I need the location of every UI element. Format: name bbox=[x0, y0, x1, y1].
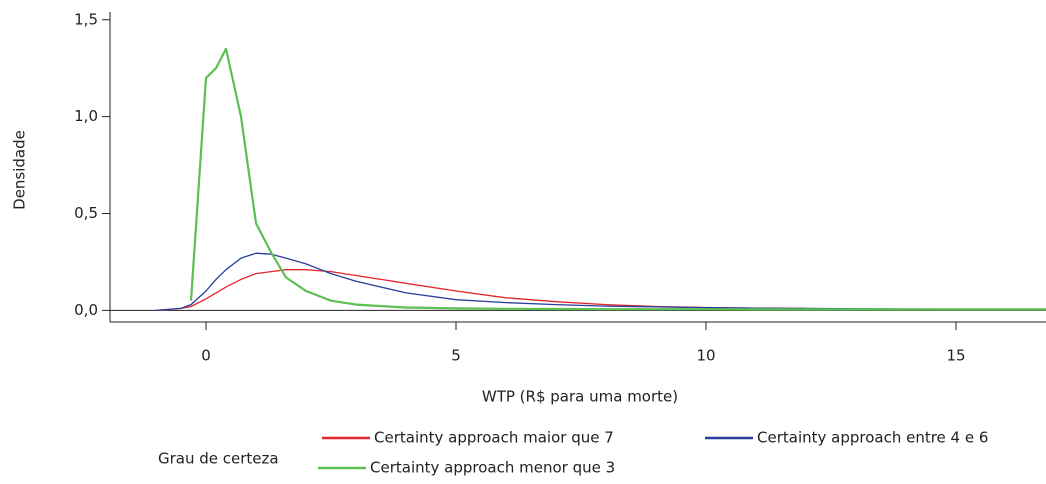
series-line bbox=[155, 252, 957, 312]
legend-label: Certainty approach maior que 7 bbox=[374, 429, 614, 447]
y-tick-label: 0,0 bbox=[74, 301, 98, 319]
legend-label: Certainty approach entre 4 e 6 bbox=[757, 429, 988, 447]
x-tick-label: 10 bbox=[696, 347, 715, 365]
y-axis-label: Densidade bbox=[11, 130, 29, 210]
series-line bbox=[189, 47, 1046, 311]
legend-title: Grau de certeza bbox=[158, 450, 279, 468]
y-tick-label: 0,5 bbox=[74, 204, 98, 222]
x-axis-label: WTP (R$ para uma morte) bbox=[482, 388, 678, 406]
x-tick-label: 0 bbox=[201, 347, 211, 365]
x-tick-label: 5 bbox=[451, 347, 461, 365]
y-tick-label: 1,5 bbox=[74, 10, 98, 28]
legend-label: Certainty approach menor que 3 bbox=[370, 459, 615, 477]
series-line bbox=[155, 269, 807, 312]
y-tick-label: 1,0 bbox=[74, 107, 98, 125]
x-tick-label: 15 bbox=[946, 347, 965, 365]
